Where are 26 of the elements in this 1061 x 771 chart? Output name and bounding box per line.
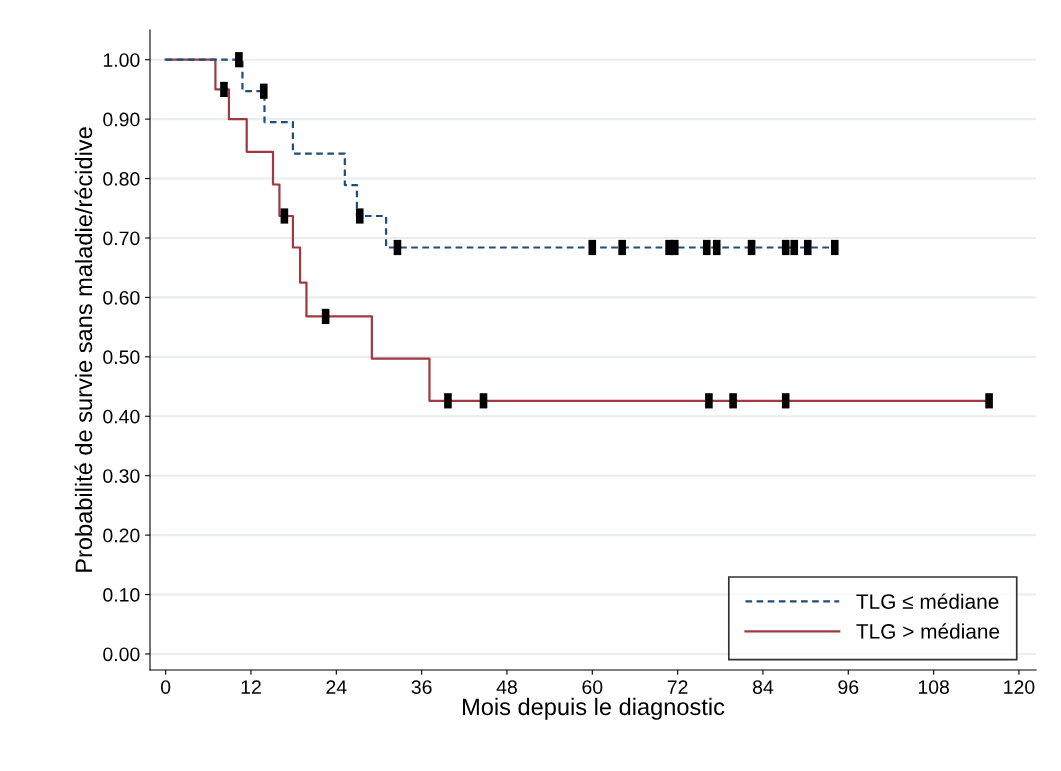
x-tick-label: 36 bbox=[411, 680, 432, 694]
x-tick-label: 84 bbox=[752, 680, 774, 694]
y-tick-label: 0.30 bbox=[103, 469, 140, 483]
y-tick-label: 0.00 bbox=[103, 647, 140, 662]
y-tick-label: 0.80 bbox=[103, 172, 140, 186]
y-tick-label: 0.70 bbox=[103, 231, 140, 246]
y-tick-label: 0.90 bbox=[103, 112, 140, 127]
y-axis-title: Probabilité de survie sans maladie/récidive bbox=[74, 127, 93, 572]
y-tick-label: 0.10 bbox=[103, 588, 140, 602]
y-tick-label: 0.20 bbox=[103, 528, 140, 543]
x-tick-label: 72 bbox=[667, 680, 688, 694]
legend-label: TLG ≤ médiane bbox=[856, 593, 999, 609]
legend-label: TLG > médiane bbox=[856, 623, 1000, 639]
x-axis-title: Mois depuis le diagnostic bbox=[463, 697, 725, 720]
x-tick-label: 48 bbox=[496, 680, 517, 694]
y-tick-label: 1.00 bbox=[103, 53, 140, 67]
x-tick-label: 12 bbox=[241, 680, 261, 694]
y-tick-label: 0.40 bbox=[103, 409, 140, 424]
x-tick-label: 24 bbox=[326, 680, 347, 694]
x-tick-label: 0 bbox=[161, 680, 171, 694]
y-tick-label: 0.60 bbox=[103, 290, 140, 305]
x-tick-label: 60 bbox=[582, 680, 603, 694]
x-tick-label: 108 bbox=[918, 680, 949, 694]
y-tick-label: 0.50 bbox=[103, 350, 140, 365]
x-tick-label: 120 bbox=[1004, 680, 1035, 694]
x-tick-label: 96 bbox=[838, 680, 859, 694]
